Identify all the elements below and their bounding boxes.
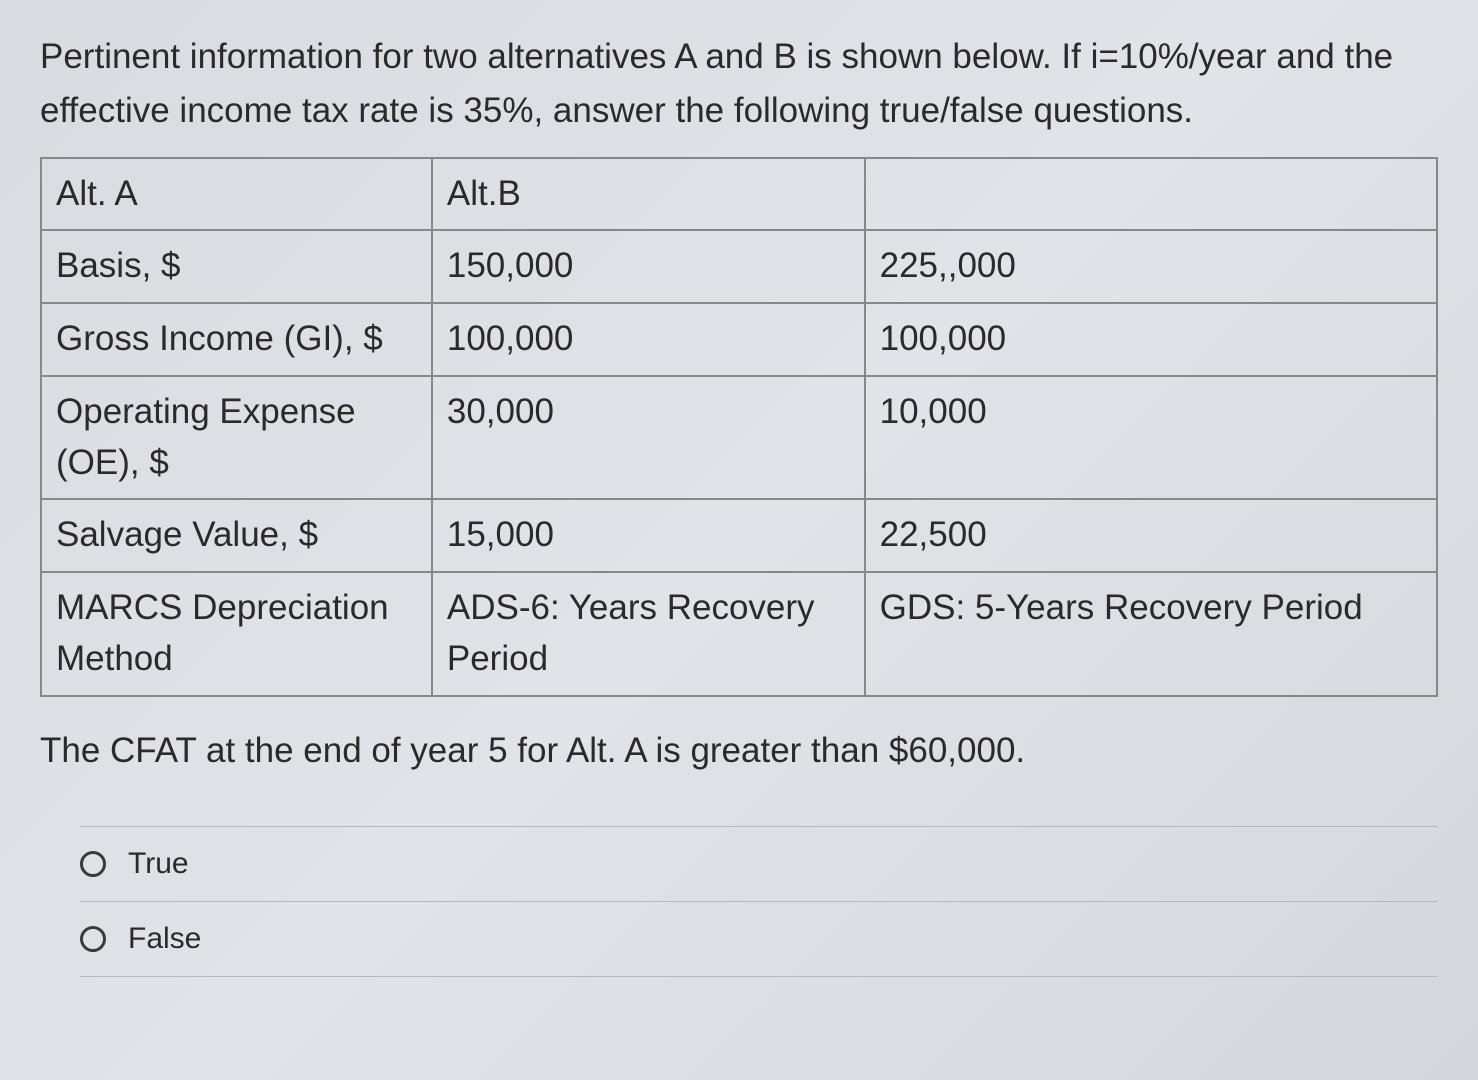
- table-row: Basis, $ 150,000 225,,000: [41, 230, 1437, 303]
- table-cell: 100,000: [432, 303, 865, 376]
- table-cell: 10,000: [865, 376, 1437, 500]
- table-cell: MARCS Depreciation Method: [41, 572, 432, 696]
- table-row: Operating Expense (OE), $ 30,000 10,000: [41, 376, 1437, 500]
- table-cell: Alt.B: [432, 158, 865, 231]
- table-cell: Basis, $: [41, 230, 432, 303]
- option-true[interactable]: True: [80, 826, 1438, 902]
- radio-icon: [80, 851, 106, 877]
- question-intro: Pertinent information for two alternativ…: [40, 30, 1438, 139]
- table-cell: GDS: 5-Years Recovery Period: [865, 572, 1437, 696]
- table-cell: 225,,000: [865, 230, 1437, 303]
- option-false[interactable]: False: [80, 901, 1438, 977]
- table-cell: Gross Income (GI), $: [41, 303, 432, 376]
- table-cell: 150,000: [432, 230, 865, 303]
- table-cell: ADS-6: Years Recovery Period: [432, 572, 865, 696]
- option-label: False: [128, 922, 201, 956]
- table-cell: 30,000: [432, 376, 865, 500]
- table-cell: Alt. A: [41, 158, 432, 231]
- table-cell: Operating Expense (OE), $: [41, 376, 432, 500]
- table-cell: Salvage Value, $: [41, 499, 432, 572]
- radio-icon: [80, 926, 106, 952]
- table-cell: 22,500: [865, 499, 1437, 572]
- table-row: MARCS Depreciation Method ADS-6: Years R…: [41, 572, 1437, 696]
- table-row: Alt. A Alt.B: [41, 158, 1437, 231]
- table-row: Gross Income (GI), $ 100,000 100,000: [41, 303, 1437, 376]
- data-table: Alt. A Alt.B Basis, $ 150,000 225,,000 G…: [40, 157, 1438, 697]
- table-row: Salvage Value, $ 15,000 22,500: [41, 499, 1437, 572]
- table-cell: [865, 158, 1437, 231]
- question-text: The CFAT at the end of year 5 for Alt. A…: [40, 725, 1438, 778]
- table-cell: 100,000: [865, 303, 1437, 376]
- option-label: True: [128, 847, 189, 881]
- options-group: True False: [80, 826, 1438, 977]
- table-cell: 15,000: [432, 499, 865, 572]
